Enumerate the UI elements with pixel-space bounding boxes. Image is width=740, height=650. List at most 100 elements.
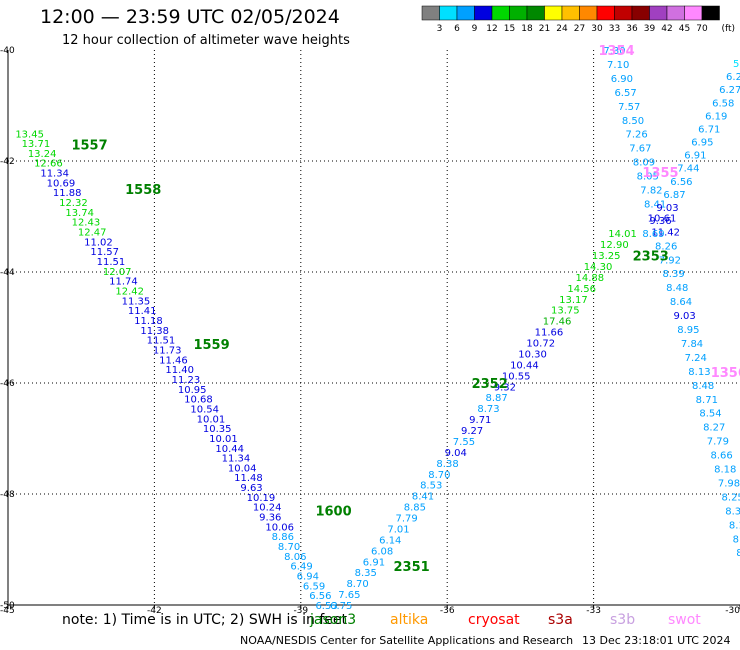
wave-height-value: 8.39 (662, 269, 684, 280)
wave-height-value: 6.08 (371, 546, 393, 557)
wave-height-value: 6.20 (726, 72, 740, 83)
legend-label: 6 (454, 24, 460, 34)
wave-height-value: 8.13 (688, 367, 710, 378)
wave-height-value: 8.70 (428, 470, 450, 481)
wave-height-value: 7.65 (338, 590, 360, 601)
footer-credit: NOAA/NESDIS Center for Satellite Applica… (240, 634, 574, 647)
wave-height-value: 7.79 (396, 514, 418, 525)
wave-height-value: 11.51 (97, 257, 126, 268)
y-tick-label: -40 (0, 46, 15, 56)
wave-height-value: 6.75 (330, 601, 352, 612)
legend-unit: (ft) (722, 24, 736, 34)
wave-height-value: 8.85 (404, 503, 426, 514)
legend-label: 27 (574, 24, 585, 34)
wave-height-value: 10.44 (510, 360, 539, 371)
wave-height-value: 11.73 (153, 345, 182, 356)
x-tick-label: -39 (293, 606, 308, 616)
wave-height-value: 7.55 (453, 437, 475, 448)
wave-height-value: 10.24 (253, 503, 282, 514)
wave-height-value: 14.30 (584, 262, 613, 273)
satellite-swot: swot (668, 612, 701, 628)
wave-height-value: 6.59 (303, 581, 325, 592)
legend-swatch (649, 5, 668, 21)
wave-height-value: 13.75 (551, 306, 580, 317)
legend-swatch (614, 5, 633, 21)
wave-height-value: 6.49 (290, 562, 312, 573)
wave-height-value: 9.27 (461, 426, 483, 437)
pass-label: 1557 (71, 138, 107, 153)
wave-height-value: 12.90 (600, 240, 629, 251)
wave-height-value: 10.61 (648, 213, 677, 224)
wave-height-value: 11.42 (651, 227, 680, 238)
wave-height-value: 8.69 (642, 229, 664, 240)
wave-height-value: 8.66 (710, 451, 732, 462)
wave-height-value: 7.24 (685, 353, 707, 364)
pass-label: 1355 (642, 166, 678, 181)
wave-height-value: 10.95 (178, 385, 207, 396)
wave-height-value: 8.05 (637, 172, 659, 183)
legend-label: 36 (626, 24, 638, 34)
wave-height-value: 8.48 (692, 381, 714, 392)
wave-height-value: 12.32 (59, 198, 88, 209)
wave-height-value: 9.36 (649, 216, 671, 227)
wave-height-value: 8.54 (699, 409, 721, 420)
wave-height-value: 12.07 (103, 267, 132, 278)
satellite-s3a: s3a (548, 612, 573, 628)
pass-label: 1559 (193, 338, 229, 353)
legend-label: 33 (609, 24, 620, 34)
wave-height-value: 6.95 (691, 138, 713, 149)
pass-label: 1354 (598, 44, 634, 59)
wave-height-value: 6.87 (663, 190, 685, 201)
wave-height-value: 11.46 (159, 355, 188, 366)
legend-swatch (474, 5, 493, 21)
legend-label: 3 (437, 24, 443, 34)
wave-height-value: 8.87 (486, 393, 508, 404)
wave-height-value: 12.43 (72, 218, 101, 229)
wave-height-value: 8.48 (666, 283, 688, 294)
legend-swatch (666, 5, 685, 21)
wave-height-value: 14.56 (567, 284, 596, 295)
legend-swatch (456, 5, 475, 21)
wave-height-value: 12.47 (78, 228, 107, 239)
wave-height-value: 7.84 (681, 339, 703, 350)
wave-height-value: 8.26 (655, 241, 677, 252)
legend-swatch (526, 5, 545, 21)
satellite-cryosat: cryosat (468, 612, 520, 628)
y-tick-label: -44 (0, 268, 15, 278)
legend-swatch (421, 5, 440, 21)
wave-height-value: 8.41 (644, 199, 666, 210)
wave-height-value: 13.17 (559, 295, 588, 306)
wave-height-value: 8.21 (733, 534, 740, 545)
wave-height-value: 5.54 (733, 59, 740, 70)
x-tick-label: -36 (440, 606, 455, 616)
wave-height-value: 8.35 (355, 568, 377, 579)
wave-height-value: 10.01 (197, 414, 226, 425)
legend-label: 30 (591, 24, 603, 34)
wave-height-value: 8.50 (622, 116, 644, 127)
wave-height-value: 10.06 (265, 522, 294, 533)
wave-height-value: 11.02 (84, 237, 113, 248)
wave-height-value: 6.91 (684, 151, 706, 162)
wave-height-value: 14.01 (608, 229, 637, 240)
wave-height-value: 10.30 (518, 349, 547, 360)
wave-height-value: 9.36 (259, 513, 281, 524)
wave-height-value: 8.70 (346, 579, 368, 590)
wave-height-value: 11.23 (172, 375, 201, 386)
page-subtitle: 12 hour collection of altimeter wave hei… (62, 33, 350, 48)
wave-height-value: 6.57 (614, 88, 636, 99)
footer-timestamp: 13 Dec 23:18:01 UTC 2024 (582, 634, 731, 647)
pass-label: 1356 (711, 366, 740, 381)
wave-height-value: 6.19 (705, 111, 727, 122)
legend-swatch (701, 5, 720, 21)
wave-height-value: 11.51 (147, 336, 176, 347)
wave-height-value: 9.03 (656, 203, 678, 214)
satellite-jason3: jason3 (310, 612, 357, 628)
wave-height-value: 9.63 (240, 483, 262, 494)
wave-height-value: 8.95 (677, 325, 699, 336)
y-tick-label: -48 (0, 490, 15, 500)
wave-height-value: 8.73 (477, 404, 499, 415)
wave-height-value: 6.91 (363, 557, 385, 568)
wave-height-value: 10.55 (502, 371, 531, 382)
pass-label: 2352 (472, 377, 508, 392)
